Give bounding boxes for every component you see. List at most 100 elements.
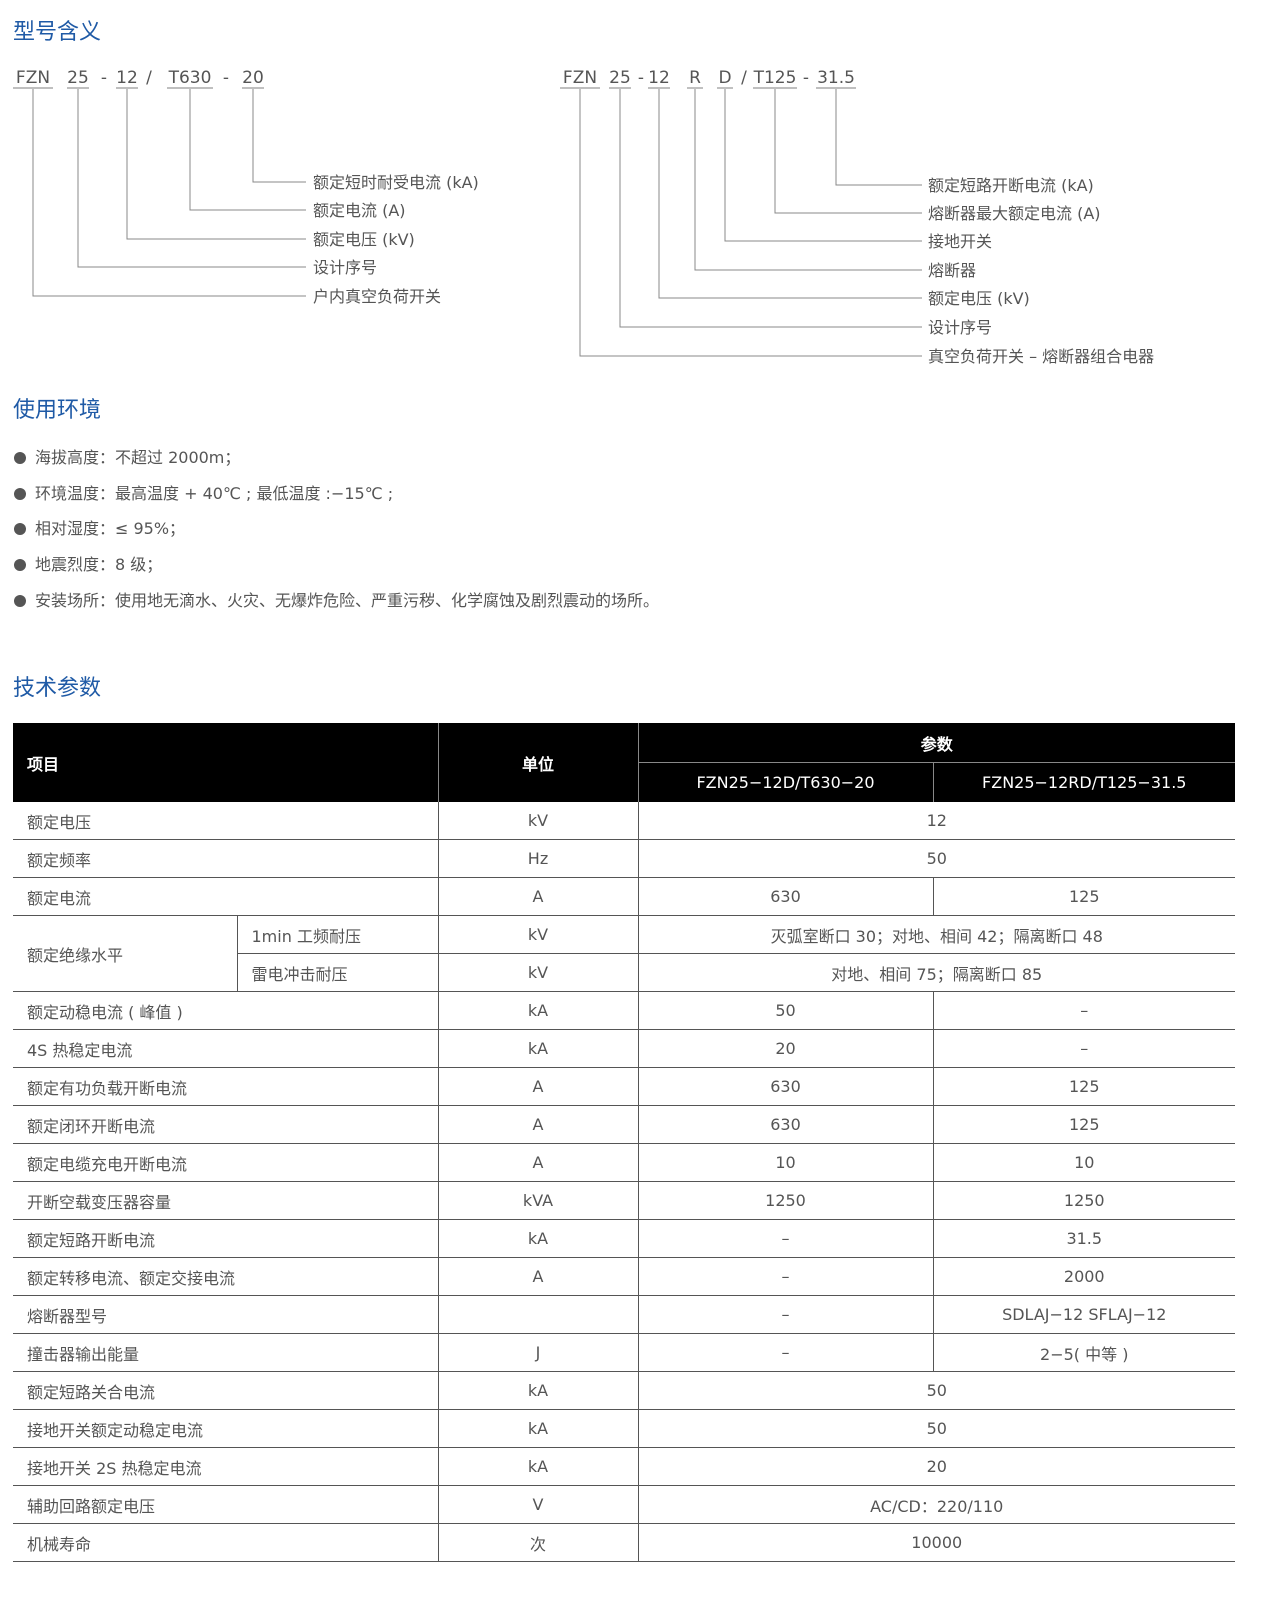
row-unit: kA [437,1409,638,1448]
row-item: 额定电压 [13,802,438,840]
row-unit: Hz [437,839,638,878]
row-unit: J [437,1333,638,1372]
row-value: 630 [637,877,933,916]
model-code: / [146,68,152,88]
spec-table: 项目 单位 参数 FZN25−12D/T630−20 FZN25−12RD/T1… [13,723,1235,1562]
row-value: – [637,1219,933,1258]
model-label: 设计序号 [928,318,992,337]
row-value: 125 [932,1105,1235,1144]
environment-item: 环境温度：最高温度 + 40℃ ; 最低温度 :−15℃ ; [14,476,659,512]
model-label: 熔断器 [928,261,976,280]
section-title-model: 型号含义 [13,20,102,45]
row-unit: kV [437,802,638,840]
leader-line [658,89,922,299]
table-row: 额定绝缘水平 1min 工频耐压 kV 灭弧室断口 30；对地、相间 42；隔离断口 … [13,915,1235,992]
table-row: 额定闭环开断电流 A 630 125 [13,1105,1235,1144]
model-label: 额定电压 (kV) [928,289,1030,308]
model-code: 12 [648,68,670,88]
leader-line [774,89,922,214]
row-value: 50 [637,1371,1235,1410]
row-value: 50 [637,1409,1235,1448]
row-unit: kA [437,991,638,1030]
row-value: 125 [932,877,1235,916]
environment-text: 相对湿度：≤ 95%； [35,519,186,539]
row-value: 125 [932,1067,1235,1106]
row-value: 10 [637,1143,933,1182]
section-title-environment: 使用环境 [13,398,102,423]
leader-line [724,89,922,242]
model-code: / [741,68,747,88]
header-unit: 单位 [437,723,638,802]
model-code: 25 [609,68,631,88]
row-subitem: 雷电冲击耐压 [236,953,438,992]
row-value: 50 [637,991,933,1030]
table-row: 辅助回路额定电压 V AC/CD：220/110 [13,1485,1235,1524]
header-model-1: FZN25−12D/T630−20 [637,762,933,802]
row-value: 对地、相间 75；隔离断口 85 [637,953,1235,992]
leader-line [189,89,306,211]
model-code: 31.5 [817,68,855,88]
model-label: 接地开关 [928,232,992,251]
row-item: 4S 热稳定电流 [13,1029,438,1068]
table-row: 额定电流 A 630 125 [13,877,1235,916]
row-value: 20 [637,1029,933,1068]
bullet-icon [14,594,26,607]
row-item: 熔断器型号 [13,1295,438,1334]
row-value: – [932,1029,1235,1068]
row-value: – [637,1295,933,1334]
row-value: 630 [637,1105,933,1144]
environment-item: 相对湿度：≤ 95%； [14,511,659,547]
row-value: 12 [637,802,1235,840]
environment-text: 安装场所：使用地无滴水、火灾、无爆炸危险、严重污秽、化学腐蚀及剧烈震动的场所。 [35,590,660,610]
row-unit: kA [437,1029,638,1068]
row-unit: kA [437,1447,638,1486]
row-item: 撞击器输出能量 [13,1333,438,1372]
row-unit: A [437,1105,638,1144]
model-code: T125 [753,68,797,88]
leader-line [619,89,922,328]
table-row: 接地开关 2S 热稳定电流 kA 20 [13,1447,1235,1486]
row-value: AC/CD：220/110 [637,1485,1235,1524]
model-label: 额定电压 (kV) [313,230,415,249]
row-item: 额定绝缘水平 [13,915,237,992]
table-row: 撞击器输出能量 J –2−5( 中等 ) [13,1333,1235,1372]
environment-list: 海拔高度：不超过 2000m； 环境温度：最高温度 + 40℃ ; 最低温度 :−… [14,440,659,618]
row-value: 20 [637,1447,1235,1486]
model-label: 额定短时耐受电流 (kA) [313,173,479,192]
table-row: 额定转移电流、额定交接电流 A –2000 [13,1257,1235,1296]
bullet-icon [14,451,26,464]
model-code: FZN [16,68,50,88]
model-code: - [803,68,809,88]
row-value: 31.5 [932,1219,1235,1258]
row-item: 额定短路开断电流 [13,1219,438,1258]
row-unit: kA [437,1371,638,1410]
row-item: 额定动稳电流 ( 峰值 ) [13,991,438,1030]
environment-text: 海拔高度：不超过 2000m； [35,447,241,467]
row-value: 1250 [932,1181,1235,1220]
table-row: 熔断器型号 – SDLAJ−12 SFLAJ−12 [13,1295,1235,1334]
environment-text: 环境温度：最高温度 + 40℃ ; 最低温度 :−15℃ ; [35,483,394,503]
leader-line [694,89,922,271]
model-label: 真空负荷开关 – 熔断器组合电器 [928,347,1154,366]
row-item: 额定有功负载开断电流 [13,1067,438,1106]
row-unit: A [437,1067,638,1106]
row-subitem: 1min 工频耐压 [236,915,438,954]
row-value: 1250 [637,1181,933,1220]
row-item: 额定频率 [13,839,438,878]
table-row: 额定电缆充电开断电流 A 10 10 [13,1143,1235,1182]
model-label: 额定短路开断电流 (kA) [928,176,1094,195]
header-params: 参数 [637,723,1235,763]
section-title-tech: 技术参数 [13,676,102,701]
environment-item: 安装场所：使用地无滴水、火灾、无爆炸危险、严重污秽、化学腐蚀及剧烈震动的场所。 [14,583,659,619]
bullet-icon [14,523,26,536]
row-unit: kV [437,915,638,954]
row-value: – [637,1333,933,1372]
environment-text: 地震烈度：8 级； [35,554,163,574]
row-item: 额定闭环开断电流 [13,1105,438,1144]
leader-line [835,89,922,186]
table-row: 接地开关额定动稳定电流 kA 50 [13,1409,1235,1448]
row-value: – [637,1257,933,1296]
table-row: 机械寿命次 10000 [13,1523,1235,1562]
model-code: 20 [242,68,264,88]
